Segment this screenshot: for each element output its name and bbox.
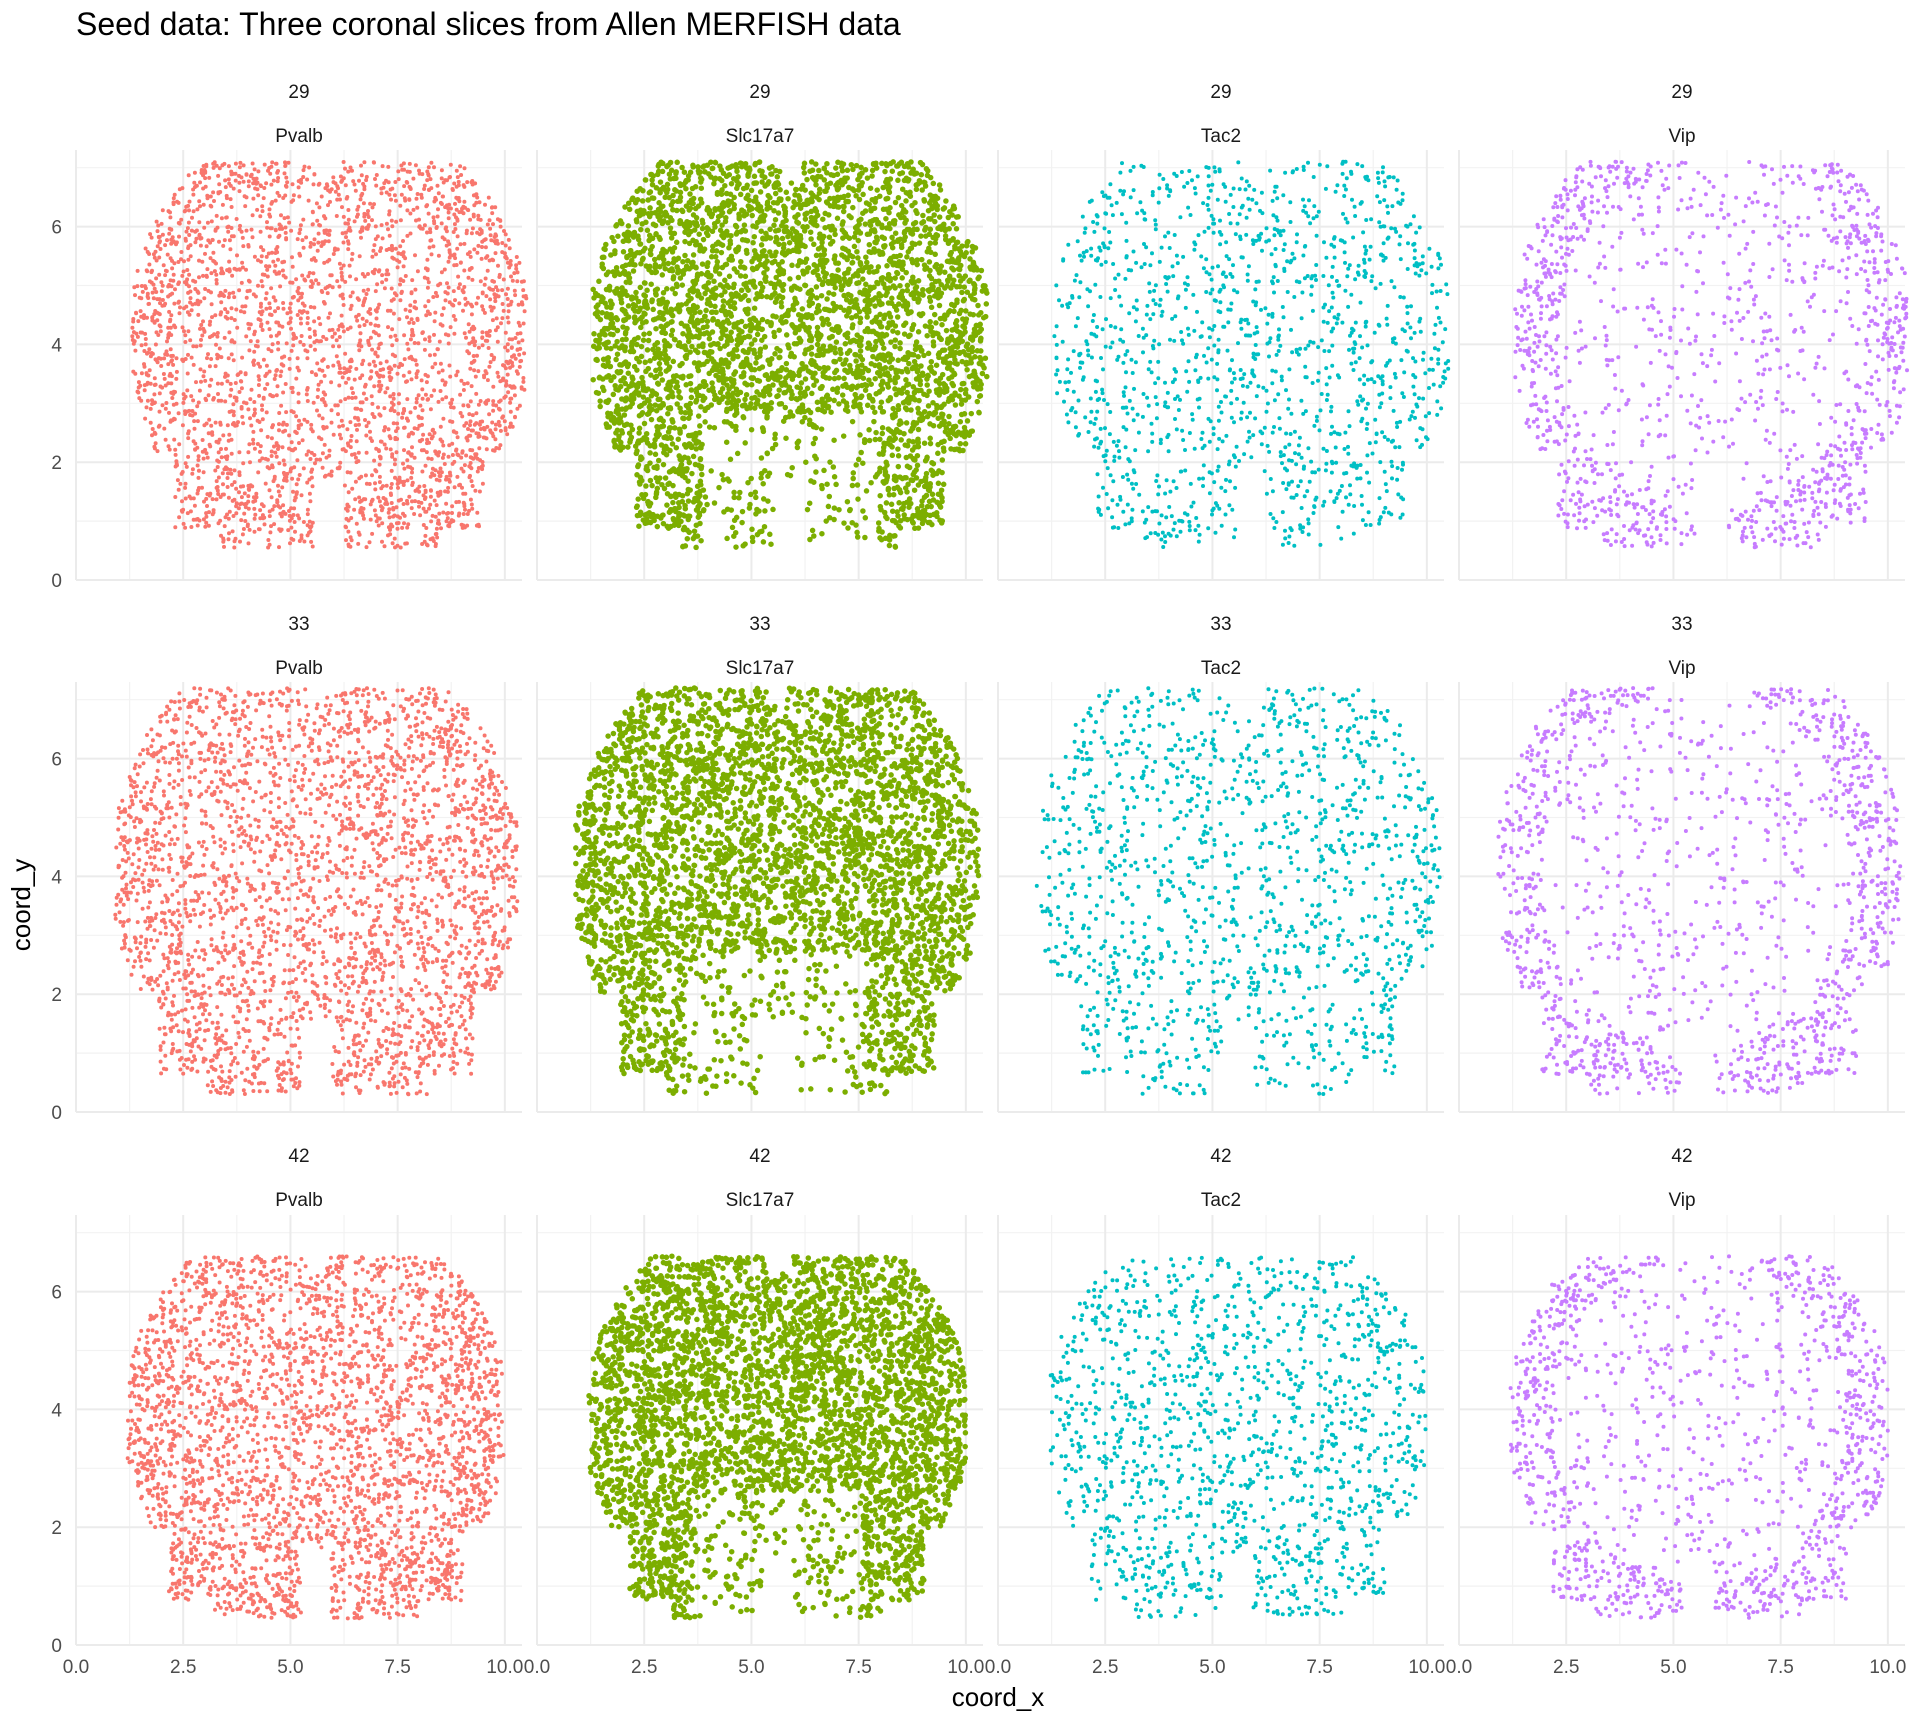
- x-tick-label: 10.0: [1869, 1657, 1906, 1678]
- scatter-points-Tac2: [1048, 1255, 1428, 1619]
- x-tick-label: 0.0: [1446, 1657, 1472, 1678]
- strip-label-gene: Pvalb: [275, 1190, 323, 1211]
- scatter-points-Tac2: [1034, 686, 1442, 1096]
- y-tick-label: 6: [51, 218, 62, 239]
- strip-label-slice: 33: [1210, 614, 1231, 635]
- x-tick-label: 2.5: [170, 1657, 196, 1678]
- x-tick-label: 10.0: [1408, 1657, 1445, 1678]
- strip-label-slice: 29: [1671, 82, 1692, 103]
- facet-panel-33-Vip: 33 Vip: [1458, 614, 1905, 1113]
- facet-panel-42-Tac2: 42 Tac2 0.0 2.5 5.0 7.5 10.0: [985, 1146, 1446, 1678]
- y-tick-label: 0: [51, 571, 62, 592]
- scatter-points-Slc17a7: [590, 159, 990, 551]
- strip-label-slice: 33: [749, 614, 770, 635]
- strip-label-gene: Slc17a7: [726, 1190, 795, 1211]
- facet-panel-33-Pvalb: 33 Pvalb 0 2 4 6: [51, 614, 522, 1124]
- scatter-points-Pvalb: [130, 160, 529, 550]
- strip-label-slice: 33: [288, 614, 309, 635]
- strip-label-gene: Tac2: [1201, 658, 1241, 679]
- x-tick-label: 5.0: [1199, 1657, 1225, 1678]
- strip-label-gene: Vip: [1668, 126, 1695, 147]
- strip-label-slice: 42: [288, 1146, 309, 1167]
- strip-label-slice: 42: [1210, 1146, 1231, 1167]
- x-tick-label: 2.5: [1092, 1657, 1118, 1678]
- y-tick-label: 0: [51, 1103, 62, 1124]
- strip-label-slice: 42: [1671, 1146, 1692, 1167]
- x-tick-label: 0.0: [524, 1657, 550, 1678]
- y-tick-label: 0: [51, 1636, 62, 1657]
- strip-label-gene: Vip: [1668, 658, 1695, 679]
- strip-label-gene: Vip: [1668, 1190, 1695, 1211]
- x-tick-label: 2.5: [1553, 1657, 1579, 1678]
- scatter-points-Pvalb: [113, 686, 520, 1097]
- x-tick-label: 5.0: [277, 1657, 303, 1678]
- y-tick-label: 2: [51, 453, 62, 474]
- facet-panel-33-Tac2: 33 Tac2: [997, 614, 1444, 1113]
- strip-label-slice: 42: [749, 1146, 770, 1167]
- strip-label-gene: Pvalb: [275, 658, 323, 679]
- facet-panel-33-Slc17a7: 33 Slc17a7: [536, 614, 983, 1113]
- strip-label-gene: Tac2: [1201, 1190, 1241, 1211]
- strip-label-slice: 29: [749, 82, 770, 103]
- x-tick-label: 10.0: [947, 1657, 984, 1678]
- y-tick-label: 2: [51, 985, 62, 1006]
- y-axis-title: coord_y: [6, 859, 36, 952]
- strip-label-slice: 29: [1210, 82, 1231, 103]
- strip-label-gene: Tac2: [1201, 126, 1241, 147]
- x-axis-title: coord_x: [952, 1682, 1045, 1712]
- y-tick-label: 2: [51, 1518, 62, 1539]
- x-tick-label: 7.5: [845, 1657, 871, 1678]
- x-tick-label: 2.5: [631, 1657, 657, 1678]
- facet-panel-42-Slc17a7: 42 Slc17a7 0.0 2.5 5.0 7.5 10.0: [524, 1146, 985, 1678]
- x-tick-label: 7.5: [1306, 1657, 1332, 1678]
- x-tick-label: 10.0: [486, 1657, 523, 1678]
- scatter-points-Slc17a7: [573, 685, 982, 1097]
- scatter-points-Slc17a7: [586, 1253, 969, 1621]
- y-tick-label: 4: [51, 1400, 62, 1421]
- strip-label-gene: Pvalb: [275, 126, 323, 147]
- x-tick-label: 0.0: [985, 1657, 1011, 1678]
- strip-label-gene: Slc17a7: [726, 658, 795, 679]
- facet-panel-29-Tac2: 29 Tac2: [997, 82, 1451, 581]
- strip-label-slice: 33: [1671, 614, 1692, 635]
- y-tick-label: 6: [51, 750, 62, 771]
- x-tick-label: 5.0: [1660, 1657, 1686, 1678]
- strip-label-gene: Slc17a7: [726, 126, 795, 147]
- scatter-points-Vip: [1496, 686, 1903, 1096]
- facet-panel-29-Pvalb: 29 Pvalb 0 2 4 6: [51, 82, 529, 592]
- facet-panel-29-Slc17a7: 29 Slc17a7: [536, 82, 990, 581]
- facet-panel-42-Pvalb: 42 Pvalb 0 2 4 6 0.0 2.5 5.0 7.5 10.0: [51, 1146, 523, 1678]
- y-tick-label: 6: [51, 1283, 62, 1304]
- strip-label-slice: 29: [288, 82, 309, 103]
- y-tick-label: 4: [51, 335, 62, 356]
- scatter-points-Tac2: [1052, 159, 1451, 549]
- scatter-points-Pvalb: [125, 1254, 506, 1621]
- x-tick-label: 0.0: [63, 1657, 89, 1678]
- x-tick-label: 7.5: [384, 1657, 410, 1678]
- x-tick-label: 7.5: [1767, 1657, 1793, 1678]
- chart-title: Seed data: Three coronal slices from All…: [76, 6, 901, 42]
- scatter-points-Vip: [1508, 1254, 1890, 1620]
- x-tick-label: 5.0: [738, 1657, 764, 1678]
- y-tick-label: 4: [51, 867, 62, 888]
- facet-panel-29-Vip: 29 Vip: [1458, 82, 1910, 581]
- facet-panel-42-Vip: 42 Vip 0.0 2.5 5.0 7.5 10.0: [1446, 1146, 1907, 1678]
- scatter-points-Vip: [1513, 159, 1910, 550]
